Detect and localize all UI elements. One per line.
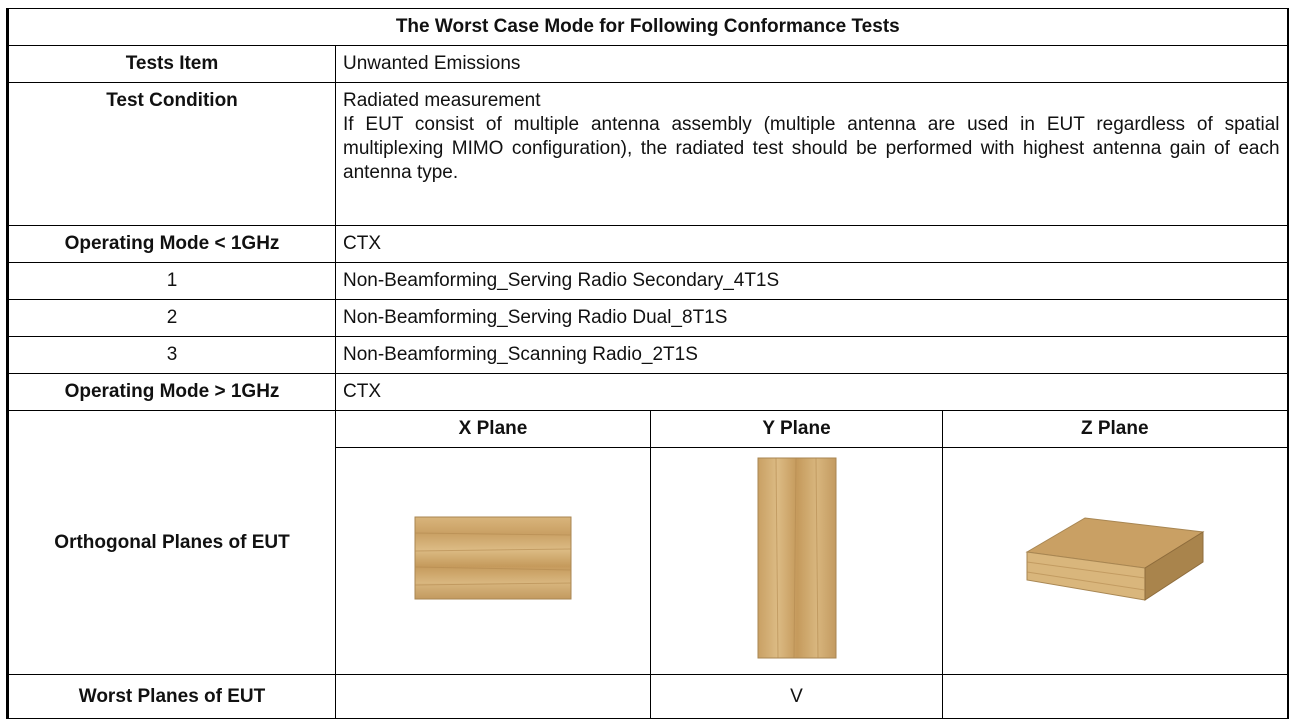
plane-image-cell (650, 447, 943, 675)
row-label: Worst Planes of EUT (7, 674, 336, 719)
mode-name: Non-Beamforming_Scanning Radio_2T1S (334, 336, 1289, 374)
table-title: The Worst Case Mode for Following Confor… (6, 8, 1289, 46)
x-plane-image (414, 516, 572, 600)
mode-name: Non-Beamforming_Serving Radio Dual_8T1S (334, 299, 1289, 337)
plane-header: X Plane (335, 410, 651, 448)
conformance-table: The Worst Case Mode for Following Confor… (6, 8, 1289, 719)
plane-image-cell (941, 447, 1289, 675)
row-label: Test Condition (7, 82, 336, 226)
row-label: Operating Mode > 1GHz (7, 373, 336, 411)
plane-header: Z Plane (941, 410, 1289, 448)
condition-line: If EUT consist of multiple antenna assem… (343, 114, 1280, 183)
plane-header: Y Plane (650, 410, 943, 448)
mode-index: 2 (7, 299, 336, 337)
z-plane-image (1025, 517, 1205, 601)
mode-name: Non-Beamforming_Serving Radio Secondary_… (334, 262, 1289, 300)
row-label: Tests Item (7, 45, 336, 83)
worst-x (335, 674, 651, 719)
worst-z (941, 674, 1289, 719)
row-value: Unwanted Emissions (334, 45, 1289, 83)
row-label: Orthogonal Planes of EUT (7, 410, 336, 675)
row-value: CTX (334, 373, 1289, 411)
y-plane-image (757, 457, 836, 658)
mode-index: 1 (7, 262, 336, 300)
worst-y: V (650, 674, 943, 719)
condition-line: Radiated measurement (343, 90, 541, 111)
row-value: CTX (334, 225, 1289, 263)
row-label: Operating Mode < 1GHz (7, 225, 336, 263)
mode-index: 3 (7, 336, 336, 374)
row-value: Radiated measurement If EUT consist of m… (334, 82, 1289, 226)
plane-image-cell (335, 447, 651, 675)
